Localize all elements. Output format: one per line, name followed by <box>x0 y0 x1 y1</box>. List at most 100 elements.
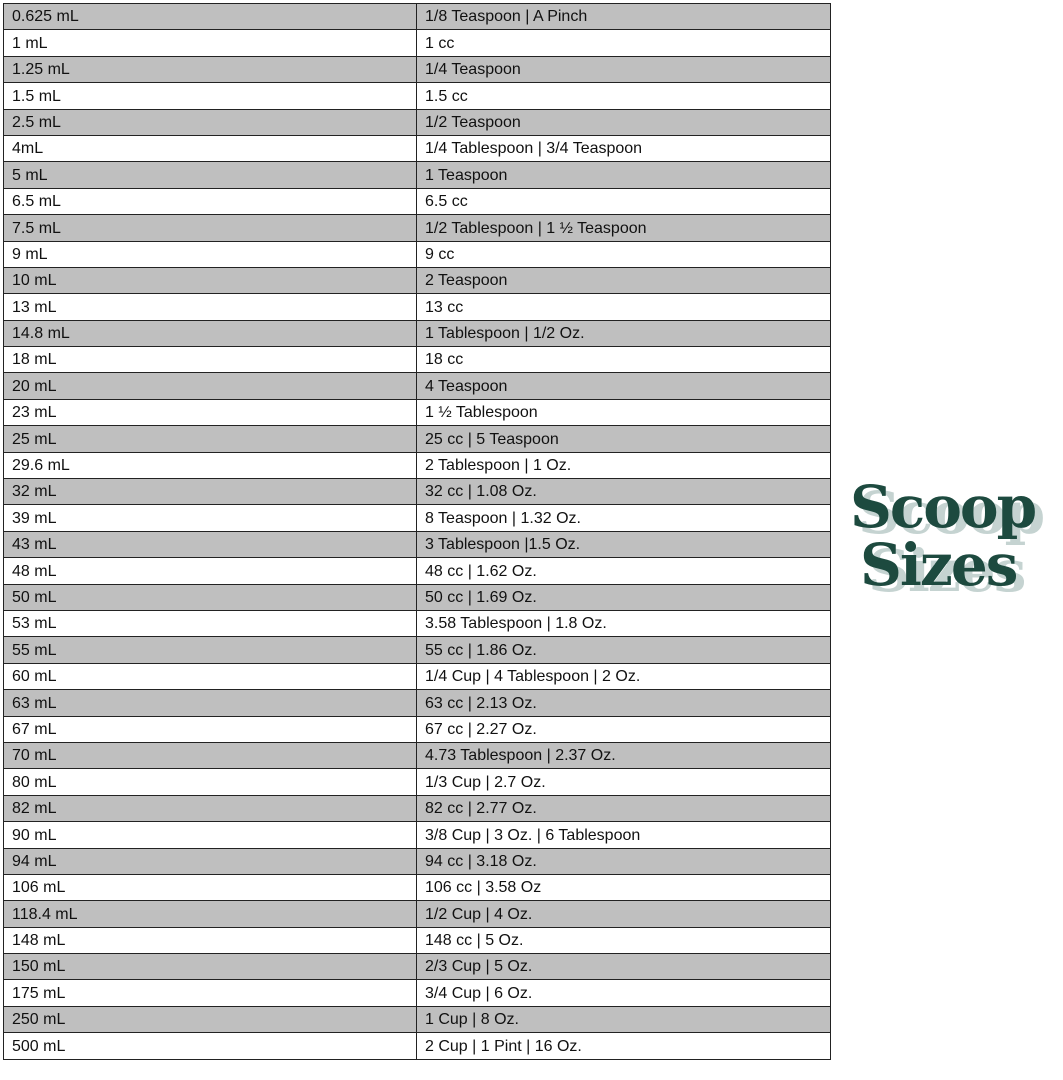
table-row: 90 mL 3/8 Cup | 3 Oz. | 6 Tablespoon <box>3 821 831 849</box>
table-row: 67 mL 67 cc | 2.27 Oz. <box>3 715 831 743</box>
table-row: 5 mL 1 Teaspoon <box>3 161 831 189</box>
equivalent-cell: 1 Cup | 8 Oz. <box>416 1005 831 1034</box>
table-row: 175 mL 3/4 Cup | 6 Oz. <box>3 979 831 1007</box>
table-row: 18 mL 18 cc <box>3 346 831 374</box>
equivalent-cell: 48 cc | 1.62 Oz. <box>416 557 831 585</box>
ml-cell: 2.5 mL <box>3 108 417 136</box>
equivalent-cell: 32 cc | 1.08 Oz. <box>416 478 831 506</box>
ml-cell: 82 mL <box>3 794 417 823</box>
ml-cell: 6.5 mL <box>3 187 417 216</box>
ml-cell: 500 mL <box>3 1032 417 1060</box>
ml-cell: 25 mL <box>3 425 417 453</box>
ml-cell: 20 mL <box>3 372 417 400</box>
table-row: 43 mL 3 Tablespoon |1.5 Oz. <box>3 530 831 559</box>
equivalent-cell: 63 cc | 2.13 Oz. <box>416 689 831 717</box>
ml-cell: 150 mL <box>3 953 417 981</box>
table-row: 4mL 1/4 Tablespoon | 3/4 Teaspoon <box>3 134 831 163</box>
table-row: 2.5 mL 1/2 Teaspoon <box>3 108 831 136</box>
equivalent-cell: 94 cc | 3.18 Oz. <box>416 847 831 875</box>
table-row: 148 mL 148 cc | 5 Oz. <box>3 926 831 955</box>
table-row: 118.4 mL 1/2 Cup | 4 Oz. <box>3 900 831 928</box>
table-row: 1 mL 1 cc <box>3 29 831 57</box>
ml-cell: 53 mL <box>3 609 417 638</box>
table-row: 13 mL 13 cc <box>3 293 831 321</box>
ml-cell: 5 mL <box>3 161 417 189</box>
equivalent-cell: 1/3 Cup | 2.7 Oz. <box>416 768 831 796</box>
ml-cell: 7.5 mL <box>3 214 417 242</box>
ml-cell: 94 mL <box>3 847 417 875</box>
equivalent-cell: 1/2 Teaspoon <box>416 108 831 136</box>
table-row: 23 mL 1 ½ Tablespoon <box>3 398 831 427</box>
ml-cell: 70 mL <box>3 741 417 770</box>
equivalent-cell: 1/2 Cup | 4 Oz. <box>416 900 831 928</box>
equivalent-cell: 25 cc | 5 Teaspoon <box>416 425 831 453</box>
equivalent-cell: 9 cc <box>416 240 831 268</box>
ml-cell: 63 mL <box>3 689 417 717</box>
table-row: 7.5 mL 1/2 Tablespoon | 1 ½ Teaspoon <box>3 214 831 242</box>
table-row: 10 mL 2 Teaspoon <box>3 266 831 295</box>
table-row: 53 mL 3.58 Tablespoon | 1.8 Oz. <box>3 609 831 638</box>
ml-cell: 90 mL <box>3 821 417 849</box>
ml-cell: 67 mL <box>3 715 417 743</box>
equivalent-cell: 4.73 Tablespoon | 2.37 Oz. <box>416 741 831 770</box>
ml-cell: 148 mL <box>3 926 417 955</box>
scoop-sizes-logo: Scoop Sizes <box>848 478 1063 608</box>
ml-cell: 29.6 mL <box>3 451 417 480</box>
equivalent-cell: 67 cc | 2.27 Oz. <box>416 715 831 743</box>
table-row: 6.5 mL 6.5 cc <box>3 187 831 216</box>
ml-cell: 118.4 mL <box>3 900 417 928</box>
equivalent-cell: 3 Tablespoon |1.5 Oz. <box>416 530 831 559</box>
ml-cell: 48 mL <box>3 557 417 585</box>
ml-cell: 60 mL <box>3 662 417 691</box>
table-row: 150 mL 2/3 Cup | 5 Oz. <box>3 953 831 981</box>
table-row: 9 mL 9 cc <box>3 240 831 268</box>
table-row: 1.5 mL 1.5 cc <box>3 82 831 110</box>
equivalent-cell: 1.5 cc <box>416 82 831 110</box>
table-row: 0.625 mL 1/8 Teaspoon | A Pinch <box>3 2 831 31</box>
logo-line1: Scoop <box>850 473 1037 541</box>
ml-cell: 250 mL <box>3 1005 417 1034</box>
ml-cell: 175 mL <box>3 979 417 1007</box>
equivalent-cell: 50 cc | 1.69 Oz. <box>416 583 831 611</box>
table-row: 55 mL 55 cc | 1.86 Oz. <box>3 636 831 664</box>
equivalent-cell: 1 cc <box>416 29 831 57</box>
ml-cell: 18 mL <box>3 346 417 374</box>
ml-cell: 1 mL <box>3 29 417 57</box>
scoop-size-table: 0.625 mL 1/8 Teaspoon | A Pinch 1 mL 1 cc 1.… <box>3 2 831 1060</box>
ml-cell: 43 mL <box>3 530 417 559</box>
equivalent-cell: 4 Teaspoon <box>416 372 831 400</box>
ml-cell: 55 mL <box>3 636 417 664</box>
table-row: 500 mL 2 Cup | 1 Pint | 16 Oz. <box>3 1032 831 1060</box>
table-row: 82 mL 82 cc | 2.77 Oz. <box>3 794 831 823</box>
table-row: 29.6 mL 2 Tablespoon | 1 Oz. <box>3 451 831 480</box>
equivalent-cell: 2 Tablespoon | 1 Oz. <box>416 451 831 480</box>
table-row: 80 mL 1/3 Cup | 2.7 Oz. <box>3 768 831 796</box>
equivalent-cell: 1/2 Tablespoon | 1 ½ Teaspoon <box>416 214 831 242</box>
equivalent-cell: 2/3 Cup | 5 Oz. <box>416 953 831 981</box>
equivalent-cell: 1 Tablespoon | 1/2 Oz. <box>416 319 831 348</box>
equivalent-cell: 6.5 cc <box>416 187 831 216</box>
table-row: 48 mL 48 cc | 1.62 Oz. <box>3 557 831 585</box>
equivalent-cell: 1/4 Tablespoon | 3/4 Teaspoon <box>416 134 831 163</box>
ml-cell: 39 mL <box>3 504 417 532</box>
ml-cell: 32 mL <box>3 478 417 506</box>
table-row: 50 mL 50 cc | 1.69 Oz. <box>3 583 831 611</box>
table-row: 94 mL 94 cc | 3.18 Oz. <box>3 847 831 875</box>
equivalent-cell: 2 Cup | 1 Pint | 16 Oz. <box>416 1032 831 1060</box>
equivalent-cell: 55 cc | 1.86 Oz. <box>416 636 831 664</box>
ml-cell: 50 mL <box>3 583 417 611</box>
equivalent-cell: 2 Teaspoon <box>416 266 831 295</box>
ml-cell: 10 mL <box>3 266 417 295</box>
equivalent-cell: 3/8 Cup | 3 Oz. | 6 Tablespoon <box>416 821 831 849</box>
ml-cell: 80 mL <box>3 768 417 796</box>
equivalent-cell: 13 cc <box>416 293 831 321</box>
ml-cell: 1.25 mL <box>3 55 417 84</box>
logo-line2: Sizes <box>860 531 1018 599</box>
ml-cell: 9 mL <box>3 240 417 268</box>
equivalent-cell: 1/4 Teaspoon <box>416 55 831 84</box>
table-row: 250 mL 1 Cup | 8 Oz. <box>3 1005 831 1034</box>
table-row: 39 mL 8 Teaspoon | 1.32 Oz. <box>3 504 831 532</box>
table-row: 70 mL 4.73 Tablespoon | 2.37 Oz. <box>3 741 831 770</box>
equivalent-cell: 106 cc | 3.58 Oz <box>416 873 831 902</box>
equivalent-cell: 8 Teaspoon | 1.32 Oz. <box>416 504 831 532</box>
